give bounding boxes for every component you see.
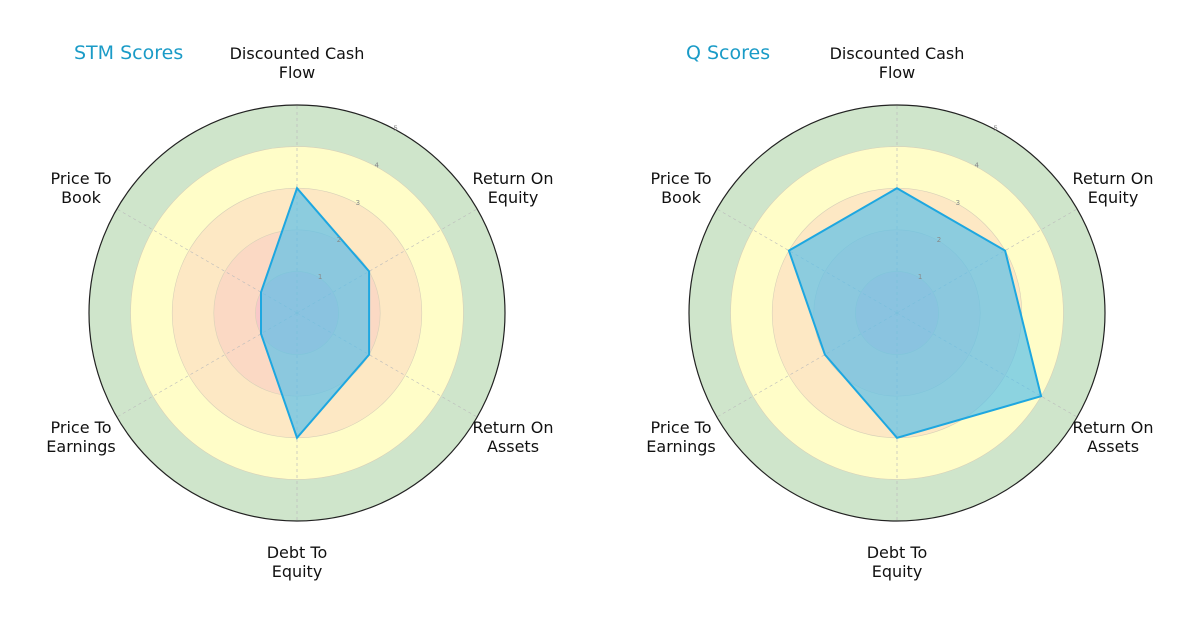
axis-label-roa: Return On Assets	[472, 418, 554, 456]
axis-label-pte: Price To Earnings	[646, 418, 716, 456]
axis-spoke	[716, 312, 898, 418]
axis-label-pte: Price To Earnings	[46, 418, 116, 456]
stm-scores-panel: STM Scores 1 2 3 4 5 Discounted Cash Flow Ret…	[46, 42, 554, 581]
axis-spoke	[116, 312, 298, 418]
outer-frame	[88, 104, 506, 522]
r-tick-label: 5	[993, 125, 997, 133]
r-tick-label: 4	[975, 162, 980, 170]
data-polygon	[260, 186, 371, 440]
outer-frame	[688, 104, 1106, 522]
r-tick-label: 4	[375, 162, 380, 170]
axis-spoke	[116, 208, 298, 314]
axis-label-roe: Return On Equity	[472, 169, 554, 207]
axis-spoke	[296, 208, 478, 314]
r-tick-label: 5	[393, 125, 397, 133]
radar-chart: 1 2 3 4 5	[688, 104, 1106, 522]
r-tick-label: 1	[318, 273, 322, 281]
axis-label-dcf: Discounted Cash Flow	[829, 44, 965, 82]
r-tick-label: 3	[956, 199, 960, 207]
data-polygon	[787, 187, 1043, 439]
axis-label-dcf: Discounted Cash Flow	[229, 44, 365, 82]
r-tick-label: 3	[356, 199, 360, 207]
q-scores-panel: Q Scores 1 2 3 4 5 Discounted Cash Flow Retur…	[600, 0, 1200, 625]
radar-chart: 1 2 3 4 5	[88, 104, 506, 522]
axis-label-ptb: Price To Book	[650, 169, 712, 207]
axis-label-ptb: Price To Book	[50, 169, 112, 207]
chart-title: Q Scores	[686, 42, 771, 64]
axis-label-roa: Return On Assets	[1072, 418, 1154, 456]
axis-label-dte: Debt To Equity	[866, 543, 928, 581]
axis-label-roe: Return On Equity	[1072, 169, 1154, 207]
chart-title: STM Scores	[74, 42, 184, 64]
r-tick-label: 2	[937, 236, 941, 244]
axis-spoke	[296, 312, 478, 418]
r-tick-label: 1	[918, 273, 922, 281]
r-tick-label: 2	[337, 236, 341, 244]
axis-label-dte: Debt To Equity	[266, 543, 328, 581]
